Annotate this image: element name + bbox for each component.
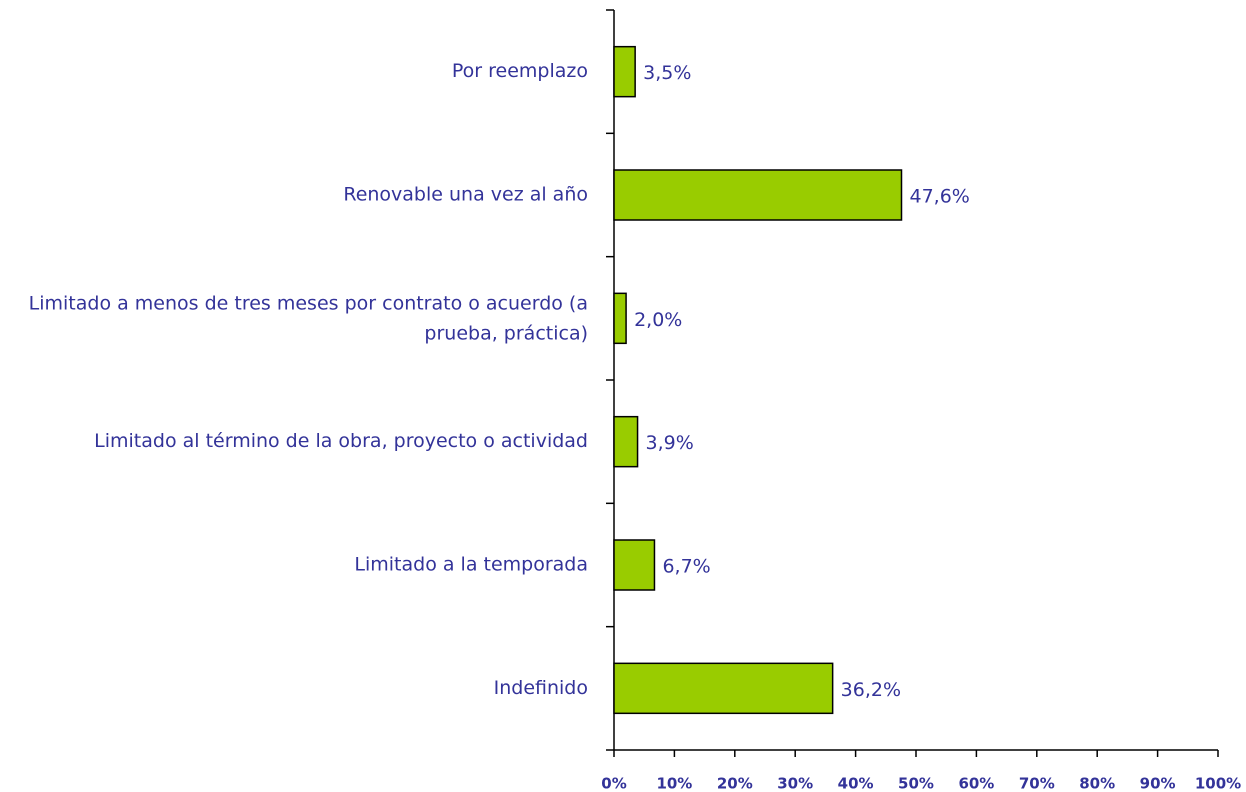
- x-tick-label: 30%: [777, 775, 813, 792]
- x-tick-label: 10%: [656, 775, 692, 792]
- value-label: 3,5%: [643, 62, 691, 84]
- x-tick-label: 90%: [1140, 775, 1176, 792]
- bar: [613, 662, 834, 715]
- x-tick-label: 60%: [958, 775, 994, 792]
- x-tick-label: 100%: [1195, 775, 1241, 792]
- value-label: 6,7%: [662, 556, 710, 578]
- bar: [613, 169, 903, 221]
- bar: [613, 415, 639, 468]
- x-tick-label: 40%: [838, 775, 874, 792]
- x-tick-label: 80%: [1079, 775, 1115, 792]
- x-tick-label: 0%: [601, 775, 626, 792]
- value-label: 3,9%: [646, 432, 694, 454]
- bar: [613, 292, 627, 345]
- x-tick-label: 70%: [1019, 775, 1055, 792]
- x-tick-label: 20%: [717, 775, 753, 792]
- category-label: Por reemplazo: [452, 60, 588, 82]
- value-label: 36,2%: [841, 679, 901, 701]
- x-tick-label: 50%: [898, 775, 934, 792]
- category-label: Renovable una vez al año: [343, 184, 588, 206]
- value-label: 47,6%: [910, 186, 970, 208]
- category-label: Indefinido: [494, 677, 588, 699]
- category-label: Limitado a la temporada: [354, 554, 588, 576]
- category-label: Limitado al término de la obra, proyecto…: [94, 430, 588, 452]
- bar: [613, 45, 636, 98]
- category-label: Limitado a menos de tres meses por contr…: [29, 292, 588, 344]
- bar: [613, 539, 656, 591]
- value-label: 2,0%: [634, 309, 682, 331]
